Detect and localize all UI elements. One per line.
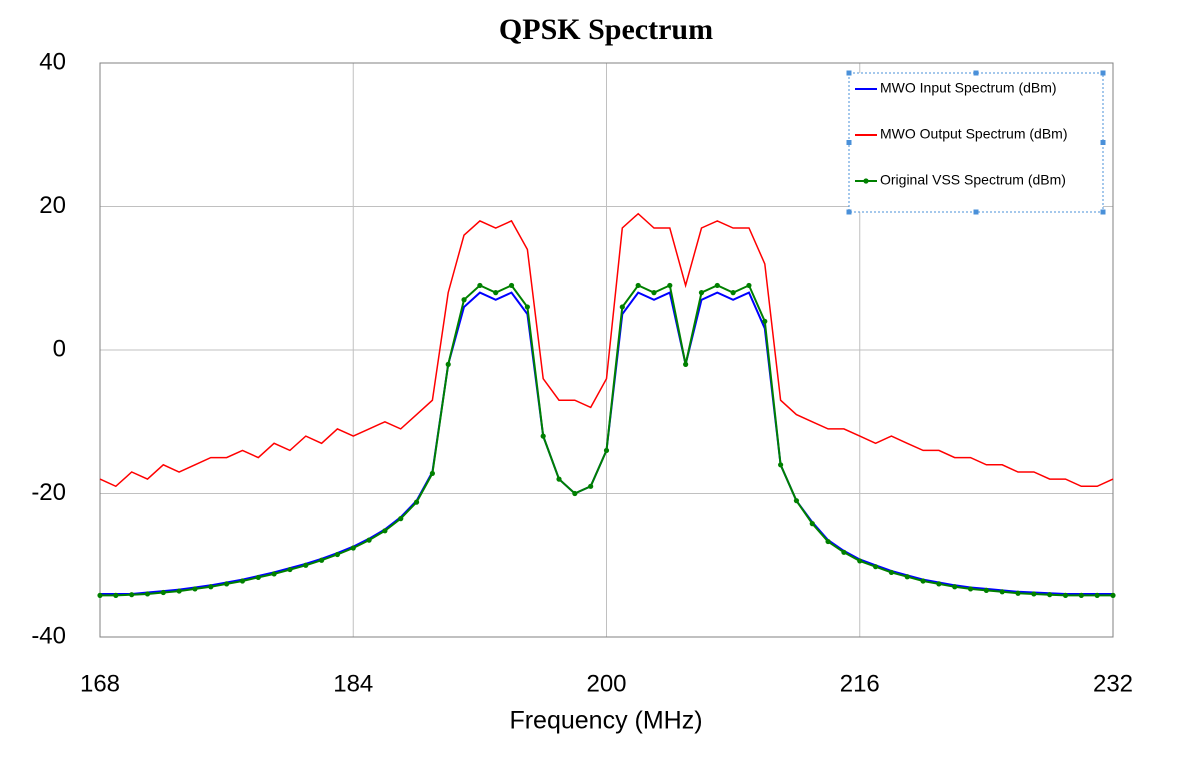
series-marker	[857, 558, 863, 564]
series-marker	[967, 586, 974, 592]
series-marker	[762, 318, 768, 324]
series-marker	[1015, 590, 1021, 596]
series-marker	[493, 290, 499, 296]
series-marker	[1094, 592, 1100, 598]
x-tick-label: 232	[1093, 670, 1133, 697]
x-tick-label: 168	[80, 670, 120, 697]
legend-marker	[863, 178, 869, 184]
series-marker	[872, 564, 879, 570]
series-marker	[888, 569, 895, 576]
series-marker	[366, 537, 372, 543]
legend-handle	[1100, 209, 1106, 215]
series-marker	[1047, 592, 1053, 598]
legend-label: MWO Output Spectrum (dBm)	[880, 126, 1067, 142]
series-marker	[983, 587, 989, 593]
series-marker	[683, 361, 689, 367]
series-marker	[508, 282, 515, 289]
chart-title: QPSK Spectrum	[499, 13, 713, 46]
legend-handle	[973, 209, 979, 215]
series-marker	[809, 521, 815, 527]
series-marker	[144, 591, 151, 597]
series-marker	[603, 447, 610, 454]
x-tick-label: 216	[840, 670, 880, 697]
series-marker	[841, 549, 847, 555]
series-marker	[287, 566, 293, 573]
series-marker	[97, 592, 103, 598]
legend-label: MWO Input Spectrum (dBm)	[880, 80, 1057, 96]
series-marker	[714, 282, 720, 289]
series-marker	[619, 304, 625, 310]
legend: MWO Input Spectrum (dBm) MWO Output Spect…	[846, 70, 1106, 215]
series-marker	[334, 551, 341, 558]
y-tick-label: -40	[31, 622, 66, 649]
series-marker	[239, 578, 246, 584]
series-marker	[651, 290, 657, 296]
series-marker	[160, 589, 166, 596]
series-marker	[952, 584, 958, 590]
legend-handle	[846, 140, 852, 145]
series-marker	[635, 282, 641, 289]
series-marker	[271, 571, 277, 577]
legend-handle	[973, 70, 979, 76]
series-marker	[461, 297, 467, 303]
legend-handle	[1100, 70, 1106, 76]
series-marker	[540, 433, 546, 439]
series-marker	[318, 557, 325, 563]
series-marker	[1062, 592, 1069, 598]
series-marker	[445, 361, 451, 367]
series-marker	[255, 574, 261, 581]
series-marker	[113, 592, 119, 598]
series-marker	[698, 290, 705, 296]
series-marker	[1110, 592, 1116, 598]
plot-frame	[99, 62, 1114, 638]
series-marker	[429, 470, 435, 477]
series-marker	[224, 581, 230, 587]
series-marker	[904, 574, 910, 580]
y-tick-label: 40	[39, 48, 66, 75]
series-marker	[999, 589, 1005, 595]
legend-label: Original VSS Spectrum (dBm)	[880, 172, 1066, 188]
series-marker	[1031, 591, 1037, 597]
series-marker	[936, 581, 942, 587]
legend-handle	[846, 209, 852, 215]
series-marker	[793, 498, 800, 504]
y-tick-label: 0	[53, 335, 66, 362]
y-tick-label: -20	[31, 479, 66, 506]
legend-handle	[1100, 140, 1106, 145]
series-marker	[208, 584, 214, 590]
series-marker	[667, 282, 673, 289]
series-marker	[129, 592, 135, 598]
series-marker	[176, 588, 182, 594]
x-axis-label: Frequency (MHz)	[509, 707, 702, 735]
series-marker	[778, 462, 784, 468]
series-marker	[730, 290, 736, 296]
series-marker	[477, 282, 483, 289]
y-tick-label: 20	[39, 192, 66, 219]
series-marker	[382, 528, 388, 534]
x-tick-label: 200	[586, 670, 626, 697]
legend-handle	[846, 70, 852, 76]
series-marker	[524, 304, 530, 310]
series-marker	[572, 490, 578, 497]
series-marker	[825, 538, 831, 545]
series-marker	[588, 483, 594, 489]
series-marker	[303, 562, 309, 568]
series-marker	[413, 499, 420, 505]
x-tick-label: 184	[333, 670, 373, 697]
series-marker	[192, 586, 198, 592]
series-line	[99, 212, 1114, 488]
series-marker	[1078, 592, 1084, 598]
series-marker	[398, 516, 404, 522]
series-marker	[746, 282, 752, 289]
series-marker	[556, 476, 562, 482]
series-marker	[920, 578, 926, 584]
series-marker	[350, 545, 356, 551]
